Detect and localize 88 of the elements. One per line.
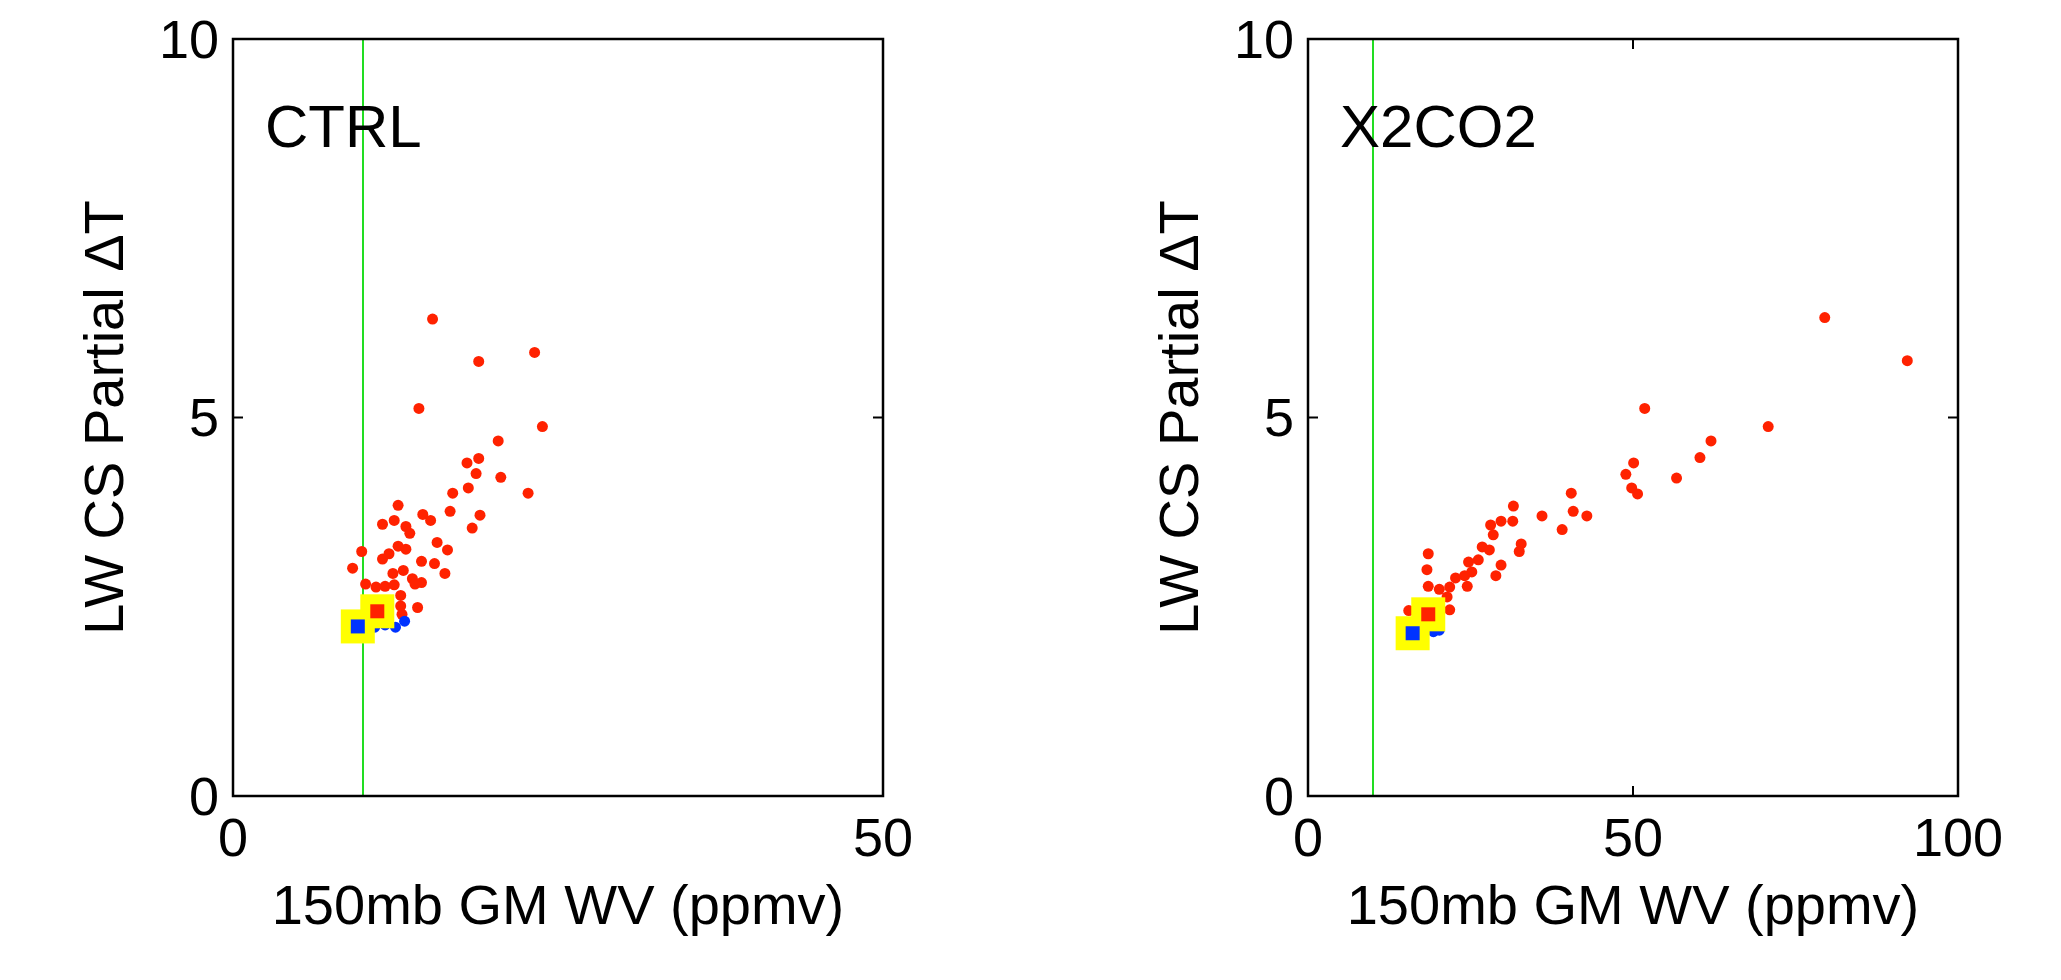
point <box>399 615 411 627</box>
point <box>1639 402 1651 414</box>
point <box>1472 554 1484 566</box>
point <box>1507 515 1519 527</box>
point <box>1461 580 1473 592</box>
point <box>1444 581 1456 593</box>
point <box>444 505 456 517</box>
point <box>1485 519 1497 531</box>
y-tick-label: 5 <box>188 387 219 448</box>
point <box>1536 510 1548 522</box>
point <box>1463 556 1475 568</box>
y-tick-label: 0 <box>188 765 219 826</box>
point <box>412 602 424 614</box>
point <box>387 567 399 579</box>
point <box>379 580 391 592</box>
point <box>536 421 548 433</box>
x-axis-title: 150mb GM WV (ppmv) <box>271 873 845 936</box>
y-tick-label: 10 <box>158 8 219 69</box>
point <box>1422 580 1434 592</box>
point <box>1459 570 1471 582</box>
point <box>400 543 412 555</box>
point <box>1490 570 1502 582</box>
point <box>404 527 416 539</box>
y-tick-label: 5 <box>1263 387 1294 448</box>
point <box>347 562 359 574</box>
point <box>1705 435 1717 447</box>
point <box>1433 583 1445 595</box>
y-axis-title: LW CS Partial ΔT <box>72 200 135 635</box>
point <box>1901 355 1913 367</box>
point <box>1819 312 1831 324</box>
y-tick-label: 0 <box>1263 765 1294 826</box>
point <box>388 579 400 591</box>
point <box>442 544 453 556</box>
point <box>1495 515 1507 527</box>
point <box>388 514 400 526</box>
point <box>495 471 507 483</box>
point <box>462 482 474 494</box>
point <box>470 468 482 480</box>
point <box>427 313 439 325</box>
point <box>1556 524 1568 536</box>
point <box>1628 457 1640 469</box>
point <box>392 499 404 511</box>
point <box>429 558 440 570</box>
point <box>1487 529 1499 541</box>
point <box>425 514 437 526</box>
point <box>474 509 486 521</box>
point <box>397 564 409 576</box>
point <box>1495 559 1507 571</box>
point <box>417 508 429 520</box>
point <box>1513 545 1525 557</box>
x-tick-label: 50 <box>1602 807 1664 867</box>
point <box>447 487 459 499</box>
point <box>360 578 372 590</box>
point <box>461 457 473 469</box>
point <box>1762 421 1774 433</box>
x-tick-label: 100 <box>1912 807 2004 867</box>
point <box>1620 468 1632 480</box>
point <box>473 452 485 464</box>
point <box>356 545 368 557</box>
point <box>439 567 451 579</box>
point <box>473 355 485 367</box>
point <box>1483 544 1495 556</box>
point <box>1565 487 1577 499</box>
point <box>409 578 421 590</box>
point <box>1421 564 1433 576</box>
point <box>529 346 541 358</box>
x-tick-label: 50 <box>852 807 914 867</box>
point <box>492 435 504 447</box>
point <box>1567 505 1579 517</box>
y-tick-label: 10 <box>1233 8 1294 69</box>
point <box>413 402 425 414</box>
y-axis-title: LW CS Partial ΔT <box>1147 200 1210 635</box>
point <box>522 487 534 499</box>
point <box>466 522 478 534</box>
point <box>1632 488 1644 500</box>
point <box>395 589 407 601</box>
point <box>1444 604 1456 616</box>
point <box>383 548 395 560</box>
point <box>377 518 388 530</box>
point <box>416 555 427 567</box>
point <box>1422 548 1434 560</box>
x-axis-title: 150mb GM WV (ppmv) <box>1346 873 1920 936</box>
point <box>1581 510 1593 522</box>
point <box>1694 452 1706 464</box>
point <box>1450 572 1462 584</box>
point <box>1671 472 1683 484</box>
point <box>1507 500 1519 512</box>
point <box>431 536 443 548</box>
